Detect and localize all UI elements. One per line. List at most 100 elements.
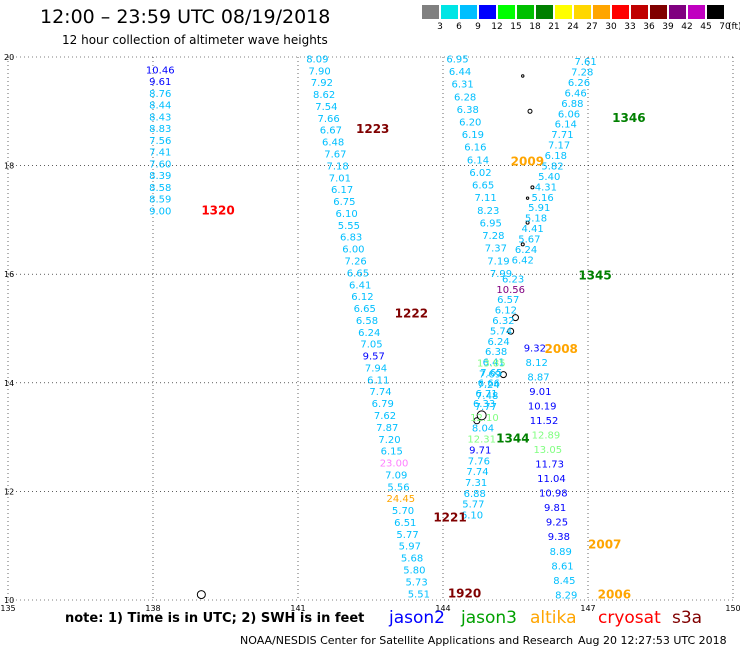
wave-height-value: 5.16 [531,193,553,204]
color-swatch-70 [707,5,724,19]
wave-height-value: 6.46 [565,88,587,99]
wave-height-value: 6.88 [464,489,486,500]
wave-height-value: 7.01 [329,173,351,184]
pass-time-label: 1223 [356,122,389,136]
wave-height-value: 7.54 [315,102,337,113]
wave-height-value: 6.24 [515,245,537,256]
wave-height-value: 7.18 [327,161,349,172]
wave-height-value: 6.95 [480,218,502,229]
wave-height-value: 5.68 [401,554,423,565]
wave-height-value: 7.87 [376,423,398,434]
wave-height-value: 9.57 [363,352,385,363]
color-swatch-label: 15 [510,22,522,32]
wave-height-value: 5.67 [518,234,540,245]
wave-height-value: 8.83 [149,124,171,135]
color-swatch-42 [669,5,686,19]
wave-height-value: 6.75 [333,197,355,208]
wave-height-value: 6.11 [367,375,389,386]
island-outline [473,417,481,425]
wave-height-value: 9.71 [469,445,491,456]
color-swatch-24 [555,5,572,19]
wave-height-value: 5.73 [405,577,427,588]
island-outline [530,185,535,190]
wave-height-value: 7.41 [149,148,171,159]
generation-timestamp: Aug 20 12:27:53 UTC 2018 [578,634,727,647]
wave-height-value: 6.33 [473,399,495,410]
wave-height-value: 6.41 [483,358,505,369]
wave-height-value: 11.52 [530,416,559,427]
island-outline [196,590,206,600]
wave-height-value: 7.24 [477,380,499,391]
wave-height-value: 7.48 [476,391,498,402]
wave-height-value: 6.32 [492,316,514,327]
credit-line: NOAA/NESDIS Center for Satellite Applica… [240,634,574,647]
wave-height-value: 7.37 [485,244,507,255]
color-swatch-label: 33 [624,22,636,32]
color-swatch-label: 36 [643,22,655,32]
wave-height-value: 7.56 [149,136,171,147]
color-swatch-27 [574,5,591,19]
wave-height-value: 6.48 [322,138,344,149]
wave-height-value: 7.67 [324,150,346,161]
pass-time-label: 1346 [612,111,645,125]
wave-height-value: 6.31 [451,80,473,91]
wave-height-value: 6.00 [342,245,364,256]
wave-height-value: 8.62 [313,90,335,101]
island-outline [520,242,525,247]
wave-height-value: 6.67 [320,126,342,137]
pass-time-label: 1221 [433,510,466,524]
wave-height-value: 7.74 [369,387,391,398]
wave-height-value: 4.31 [535,182,557,193]
wave-height-value: 8.39 [149,171,171,182]
island-outline [476,410,487,421]
wave-height-value: 11.04 [537,474,566,485]
wave-height-value: 7.28 [482,231,504,242]
wave-height-value: 6.65 [472,181,494,192]
wave-height-value: 5.40 [538,172,560,183]
wave-height-value: 9.61 [149,77,171,88]
wave-height-value: 8.43 [149,112,171,123]
wave-height-value: 8.76 [149,89,171,100]
wave-height-value: 6.66 [478,378,500,389]
island-outline [527,108,533,114]
color-swatch-21 [536,5,553,19]
wave-height-value: 7.99 [490,269,512,280]
lat-tick-label: 18 [4,162,14,171]
wave-height-value: 7.74 [466,467,488,478]
wave-height-value: 6.12 [351,292,373,303]
scale-unit: (ft) [728,22,740,32]
wave-height-value: 8.87 [527,372,549,383]
wave-height-value: 9.32 [524,343,546,354]
wave-height-value: 6.18 [545,151,567,162]
wave-height-value: 6.16 [464,143,486,154]
lon-tick-label: 147 [580,604,595,613]
wave-height-value: 8.59 [149,195,171,206]
wave-height-value: 6.26 [568,78,590,89]
color-swatch-12 [479,5,496,19]
color-swatch-36 [631,5,648,19]
satellite-s3a: s3a [672,608,703,628]
pass-time-label: 1320 [201,203,234,217]
satellite-cryosat: cryosat [598,608,661,628]
wave-height-value: 5.74 [490,326,512,337]
wave-height-value: 9.81 [544,503,566,514]
lon-tick-label: 135 [0,604,15,613]
wave-height-value: 6.83 [340,233,362,244]
wave-height-value: 7.09 [385,470,407,481]
wave-height-value: 6.20 [459,118,481,129]
wave-height-value: 7.11 [475,193,497,204]
wave-height-value: 8.04 [472,424,494,435]
wave-height-value: 6.79 [372,399,394,410]
color-swatch-39 [650,5,667,19]
color-swatch-label: 3 [437,22,443,32]
wave-height-value: 6.19 [462,130,484,141]
color-swatch-label: 39 [662,22,674,32]
wave-height-value: 6.06 [558,109,580,120]
wave-height-value: 8.09 [306,54,328,65]
wave-height-value: 8.12 [526,358,548,369]
wave-height-value: 5.18 [525,214,547,225]
wave-height-value: 6.71 [475,389,497,400]
wave-height-value: 6.38 [457,105,479,116]
wave-height-value: 13.05 [533,445,562,456]
pass-time-label: 2007 [588,537,621,551]
